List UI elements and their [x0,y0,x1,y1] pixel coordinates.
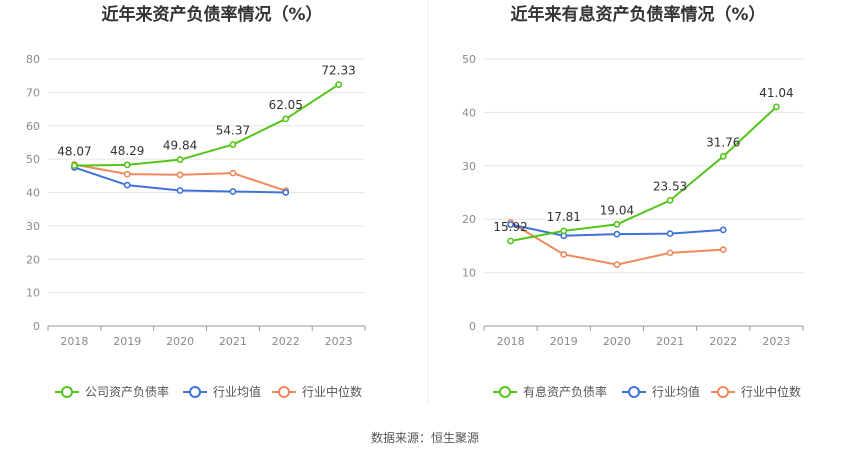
data-point-avg[interactable] [229,188,237,195]
y-tick-label: 50 [462,53,476,66]
x-tick-label: 2020 [166,335,194,348]
chart-panel-interest-debt-ratio: 近年来有息资产负债率情况（%） 0 10 20 30 40 50 2018 2019 2020 20… [462,4,804,399]
data-point-median[interactable] [123,170,131,178]
legend-marker [628,386,640,398]
chart-title: 近年来有息资产负债率情况（%） [510,4,765,25]
legend-item-company[interactable]: 有息资产负债率 [493,384,607,399]
x-tick-label: 2023 [762,335,790,348]
legend-label: 有息资产负债率 [523,384,607,399]
data-point-company[interactable] [71,162,78,169]
legend-label: 行业均值 [652,384,700,399]
data-label: 31.76 [706,135,740,149]
legend-label: 行业中位数 [741,384,801,399]
data-point-avg[interactable] [123,181,131,189]
x-tick-label: 2022 [709,335,737,348]
data-point-company[interactable] [176,156,184,164]
legend-item-median[interactable]: 行业中位数 [711,384,801,399]
y-tick-label: 30 [26,220,40,233]
legend-label: 公司资产负债率 [85,384,169,399]
data-point-company[interactable] [719,153,727,160]
x-tick-label: 2023 [325,335,353,348]
chart-title: 近年来资产负债率情况（%） [101,4,322,25]
data-source-note: 数据来源：恒生聚源 [371,430,479,445]
data-label: 23.53 [653,179,687,193]
y-tick-label: 40 [462,106,476,119]
legend-label: 行业中位数 [302,384,362,399]
y-tick-label: 10 [462,267,476,280]
legend-marker [278,386,290,398]
data-label: 15.92 [493,220,527,234]
data-label: 19.04 [600,203,634,217]
data-point-company[interactable] [666,196,674,204]
data-point-median[interactable] [719,246,727,254]
data-label: 49.84 [163,139,197,153]
y-tick-label: 10 [26,287,40,300]
x-tick-label: 2018 [497,335,525,348]
y-tick-label: 0 [33,320,40,333]
series-line-company [74,83,340,167]
legend-item-avg[interactable]: 行业均值 [622,384,700,399]
data-label: 54.37 [216,124,250,138]
y-tick-label: 20 [26,253,40,266]
data-point-median[interactable] [613,261,621,268]
x-tick-label: 2022 [272,335,300,348]
y-tick-label: 70 [26,86,40,99]
data-point-avg[interactable] [666,230,674,238]
data-label: 48.29 [110,144,144,158]
data-point-company[interactable] [229,141,237,148]
data-label: 41.04 [759,86,793,100]
x-tick-label: 2019 [550,335,578,348]
data-point-avg[interactable] [719,226,727,234]
x-tick-label: 2020 [603,335,631,348]
x-tick-label: 2021 [656,335,684,348]
data-point-median[interactable] [229,169,237,177]
legend-marker [499,386,511,398]
legend-marker [717,386,729,398]
data-point-median[interactable] [176,171,184,179]
data-point-avg[interactable] [282,189,290,196]
x-tick-label: 2018 [60,335,88,348]
y-tick-label: 60 [26,120,40,133]
y-tick-label: 0 [469,320,476,333]
legend-item-avg[interactable]: 行业均值 [183,384,261,399]
y-tick-label: 50 [26,153,40,166]
data-point-company[interactable] [613,220,621,228]
legend-marker [189,386,201,398]
data-point-company[interactable] [335,81,342,88]
data-point-avg[interactable] [613,230,621,238]
data-point-avg[interactable] [507,221,514,228]
x-tick-label: 2019 [113,335,141,348]
y-tick-label: 30 [462,160,476,173]
data-point-median[interactable] [666,249,674,257]
data-label: 48.07 [57,145,91,159]
legend-item-company[interactable]: 公司资产负债率 [55,384,169,399]
chart-panel-debt-ratio: 近年来资产负债率情况（%） 0 10 20 30 40 50 60 70 80 2018 2019 20… [26,4,366,399]
y-tick-label: 40 [26,187,40,200]
legend-marker [61,386,73,398]
legend-item-median[interactable]: 行业中位数 [272,384,362,399]
series-line-company [510,106,778,242]
x-tick-label: 2021 [219,335,247,348]
series-line-median [510,221,724,266]
data-point-median[interactable] [560,251,568,258]
data-point-company[interactable] [773,103,780,111]
data-point-avg[interactable] [176,187,184,194]
y-tick-label: 80 [26,53,40,66]
data-point-company[interactable] [560,227,568,235]
data-label: 17.81 [547,210,581,224]
data-label: 62.05 [269,98,303,112]
data-point-company[interactable] [507,237,514,245]
data-label: 72.33 [321,64,355,78]
data-point-company[interactable] [282,115,290,123]
y-tick-label: 20 [462,213,476,226]
data-point-company[interactable] [123,161,131,169]
legend-label: 行业均值 [213,384,261,399]
